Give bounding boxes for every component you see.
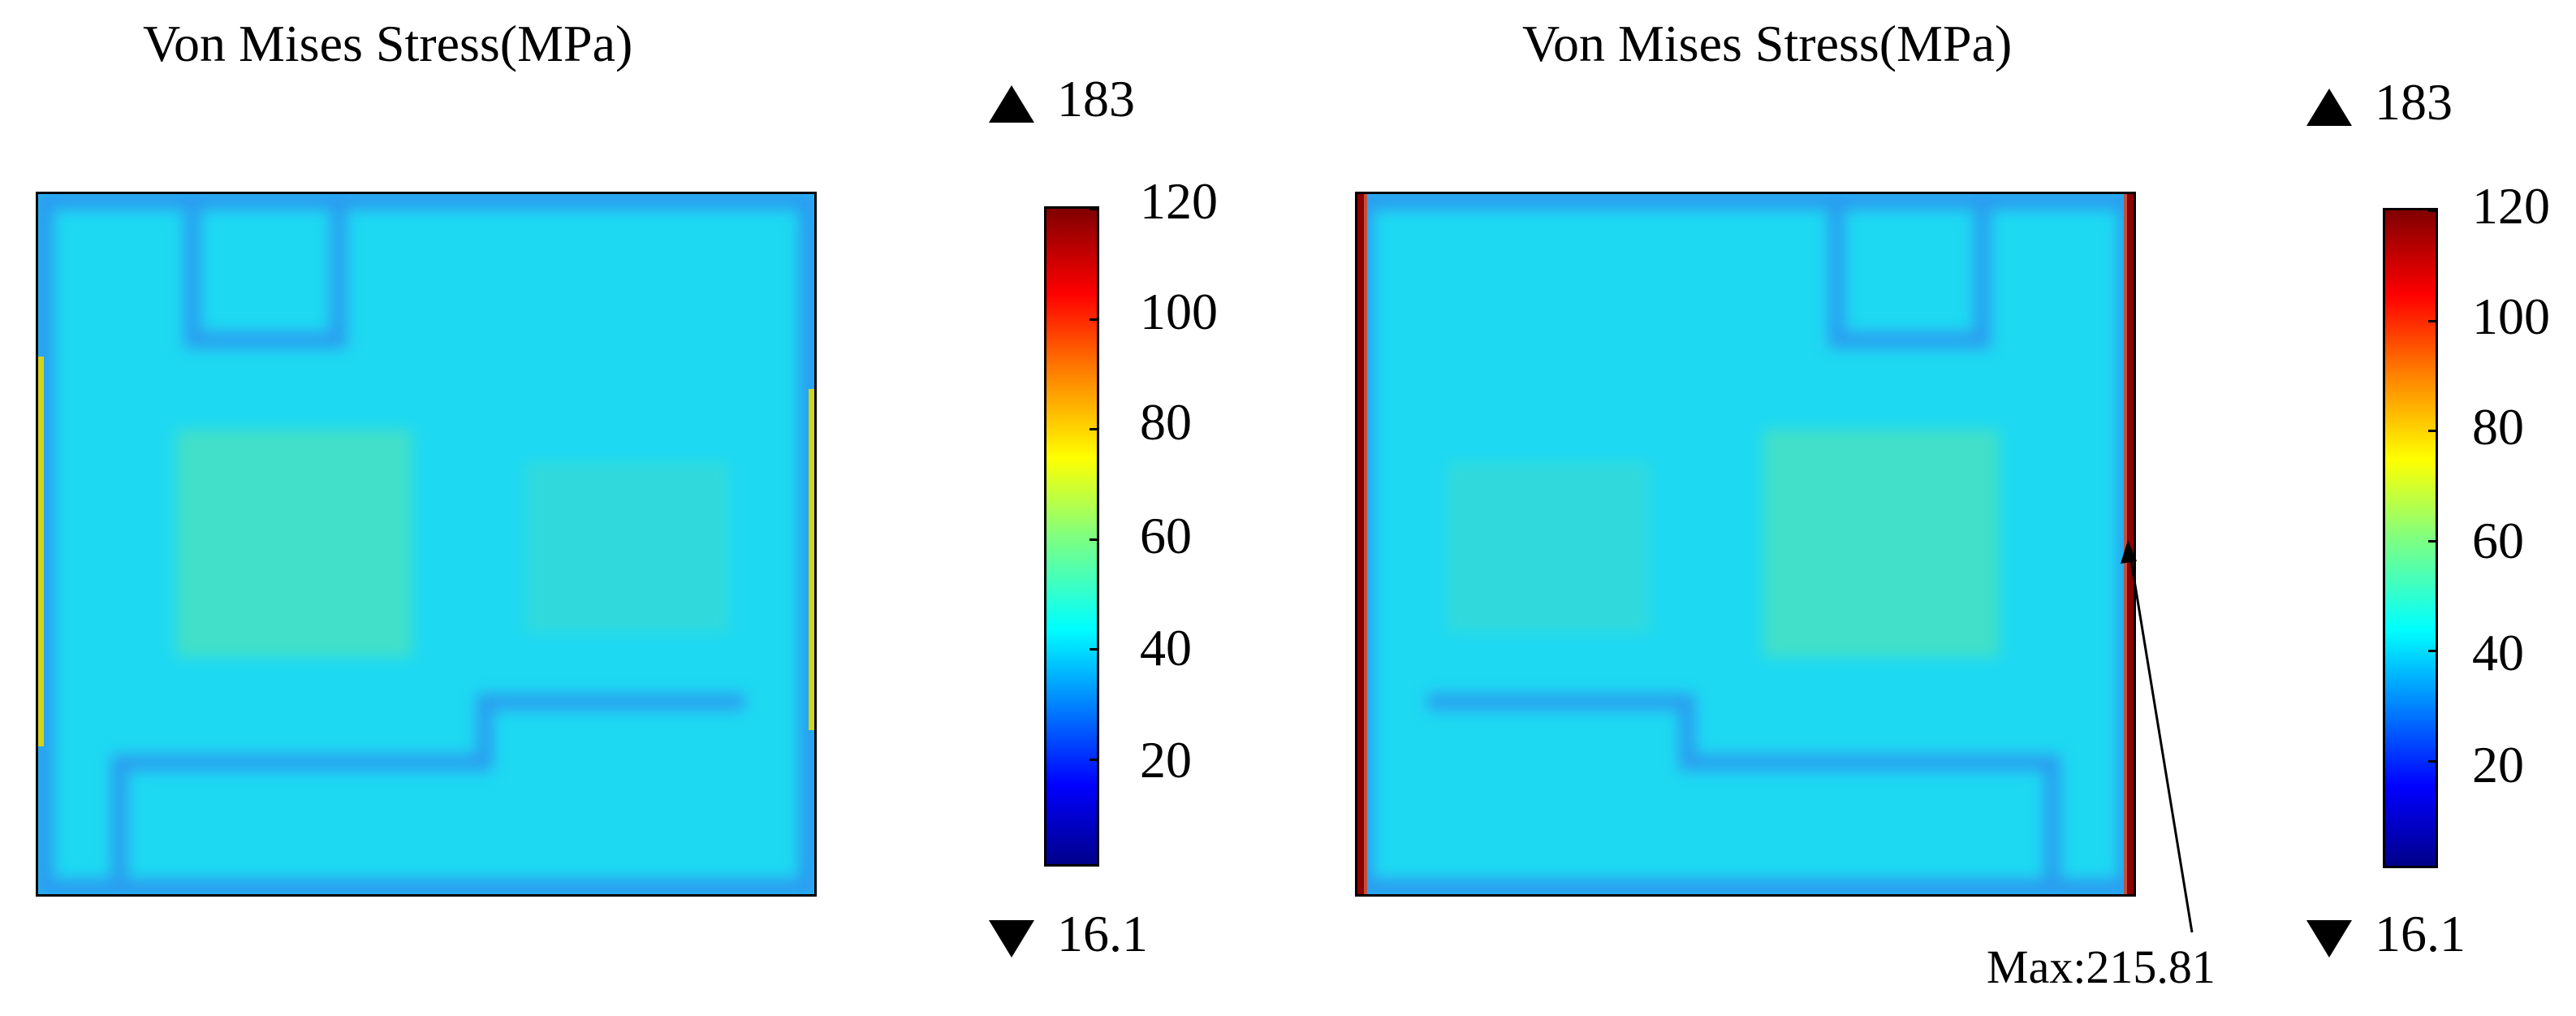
colorbar-tick-label: 40 — [2472, 624, 2524, 681]
left-edge-hotspot — [38, 357, 44, 746]
colorbar-tick-label: 60 — [1140, 507, 1192, 564]
colorbar-tick-label: 120 — [2472, 177, 2550, 235]
left-edge-gradient — [1364, 194, 1367, 894]
colorbar-tick — [1090, 538, 1099, 541]
stress-contour-plot — [1355, 192, 2136, 897]
triangle-down-icon — [2306, 920, 2352, 958]
colorbar-min-marker: 16.1 — [987, 908, 1148, 960]
right-edge-gradient — [2124, 194, 2127, 894]
panel-title: Von Mises Stress(MPa) — [143, 15, 633, 72]
colorbar-tick — [1090, 759, 1099, 761]
colorbar-max-marker: 183 — [2305, 76, 2453, 128]
colorbar-tick-label: 120 — [1140, 172, 1218, 230]
triangle-up-icon — [2306, 89, 2352, 127]
max-leader-arrow — [2121, 540, 2194, 933]
colorbar-tick — [1090, 208, 1099, 210]
stress-field-svg — [38, 194, 814, 894]
colorbar-tick — [2428, 540, 2438, 543]
colorbar-max-marker: 183 — [987, 73, 1135, 125]
colorbar-tick-label: 20 — [1140, 731, 1192, 789]
colorbar-tick — [2428, 650, 2438, 652]
colorbar-tick — [2428, 760, 2438, 763]
colorbar — [1044, 206, 1099, 867]
colorbar-tick-label: 40 — [1140, 619, 1192, 677]
colorbar-tick — [1090, 428, 1099, 430]
left-edge-hotspot — [1357, 194, 1364, 894]
stress-panel-left: Von Mises Stress(MPa) — [36, 15, 1218, 960]
colorbar — [2383, 208, 2438, 868]
colorbar-tick — [2428, 320, 2438, 322]
colorbar-tick-label: 80 — [2472, 398, 2524, 456]
colorbar-tick-label: 100 — [1140, 283, 1218, 340]
right-edge-hotspot — [809, 389, 814, 730]
colorbar-min-marker: 16.1 — [2305, 908, 2466, 960]
triangle-up-icon — [989, 85, 1034, 123]
stress-panel-right: Von Mises Stress(MPa) — [1288, 0, 2576, 1016]
colorbar-tick — [2428, 210, 2438, 212]
colorbar-tick-label: 60 — [2472, 512, 2524, 569]
stress-contour-plot — [36, 192, 817, 897]
triangle-down-icon — [989, 920, 1034, 958]
max-value-label: Max:215.81 — [1987, 940, 2216, 993]
right-edge-hotspot — [2127, 194, 2134, 894]
colorbar-tick — [1090, 318, 1099, 321]
colorbar-tick-label: 80 — [1140, 393, 1192, 451]
colorbar-tick-label: 100 — [2472, 288, 2550, 345]
colorbar-tick — [2428, 430, 2438, 432]
colorbar-tick-label: 20 — [2472, 736, 2524, 793]
colorbar-tick — [1090, 648, 1099, 651]
stress-field-svg — [1357, 194, 2134, 894]
panel-title: Von Mises Stress(MPa) — [1522, 15, 2013, 72]
